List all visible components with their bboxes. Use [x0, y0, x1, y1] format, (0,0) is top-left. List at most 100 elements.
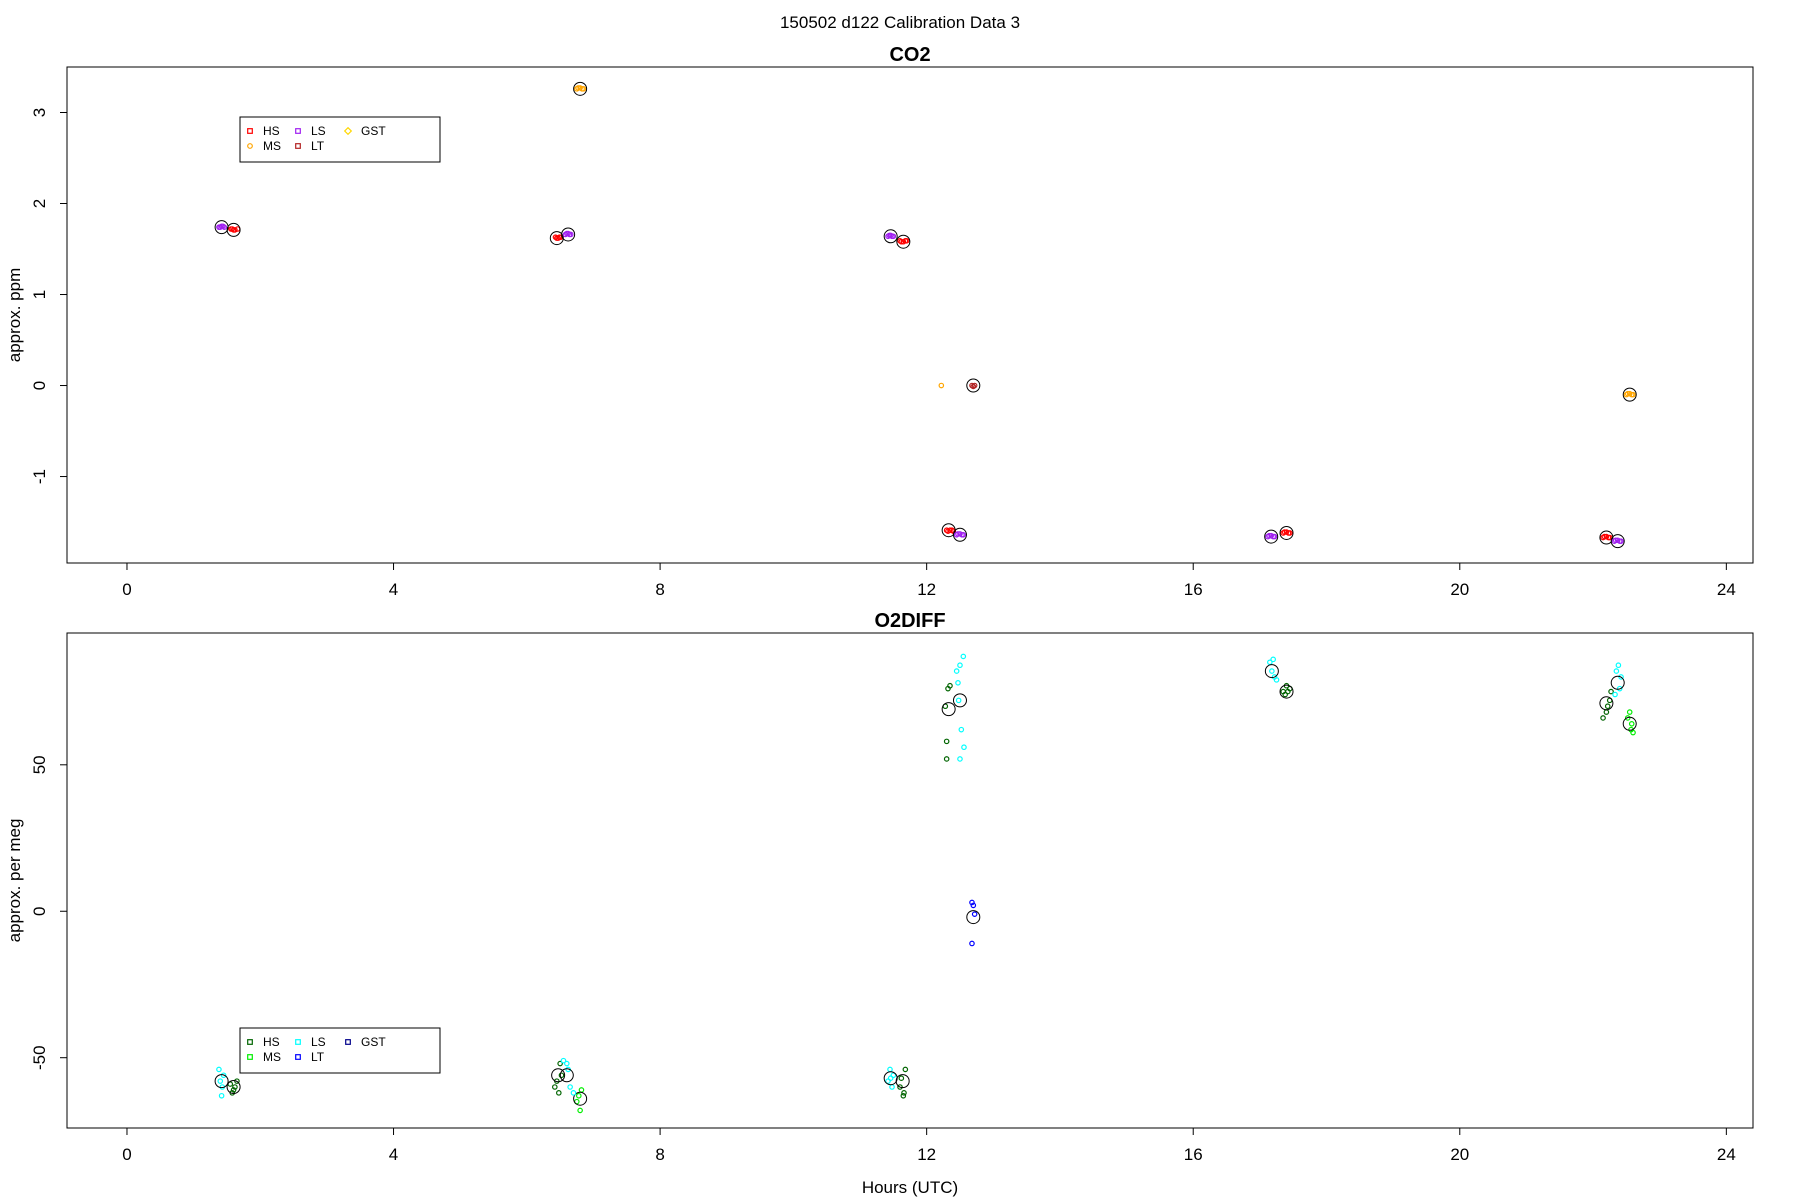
- o2diff-y-axis-title: approx. per meg: [5, 819, 24, 943]
- o2diff-legend-marker-gst: [345, 1039, 351, 1045]
- o2diff-point: [1616, 685, 1623, 692]
- co2-point: [1616, 538, 1623, 544]
- o2diff-point: [961, 744, 967, 751]
- co2-point: [554, 235, 560, 241]
- o2diff-point: [902, 1066, 909, 1073]
- o2diff-legend-label-gst: GST: [361, 1035, 386, 1049]
- co2-point: [1285, 530, 1292, 536]
- co2-x-tick-label: 24: [1717, 580, 1736, 599]
- o2diff-point: [901, 1090, 907, 1096]
- co2-x-tick-label: 12: [917, 580, 936, 599]
- o2diff-legend-label-ms: MS: [263, 1050, 281, 1064]
- o2diff-series-hs: [226, 682, 1614, 1099]
- o2diff-mean-circle: [941, 702, 956, 717]
- o2diff-point: [887, 1066, 893, 1073]
- o2diff-point: [1269, 668, 1275, 674]
- o2diff-point: [1624, 715, 1631, 721]
- co2-x-tick-label: 16: [1184, 580, 1203, 599]
- o2diff-point: [1612, 691, 1618, 698]
- co2-point: [230, 227, 237, 233]
- o2diff-mean-circle: [559, 1068, 574, 1083]
- co2-x-tick-label: 8: [655, 580, 664, 599]
- o2diff-mean-circle: [883, 1071, 898, 1086]
- o2diff-series-ls: [214, 653, 1625, 1099]
- co2-point: [959, 531, 965, 538]
- o2diff-legend-marker-hs: [247, 1039, 253, 1045]
- o2diff-mean-circle: [551, 1068, 566, 1083]
- co2-mean-circle: [214, 220, 229, 235]
- co2-point: [579, 86, 585, 92]
- o2diff-mean-circle: [573, 1091, 588, 1106]
- co2-mean-circle: [1279, 525, 1294, 540]
- o2diff-point: [217, 1078, 224, 1084]
- o2diff-x-tick-label: 16: [1184, 1145, 1203, 1164]
- co2-mean-circle: [896, 234, 911, 249]
- o2diff-mean-circle: [966, 910, 981, 925]
- o2diff-point: [889, 1084, 895, 1090]
- co2-series-ls: [214, 220, 1625, 549]
- o2diff-point: [570, 1090, 577, 1096]
- o2diff-point: [232, 1084, 238, 1090]
- o2diff-point: [556, 1090, 562, 1096]
- o2diff-point: [230, 1087, 237, 1093]
- co2-x-tick-label: 0: [122, 580, 131, 599]
- o2diff-y-tick-label: -50: [30, 1045, 49, 1070]
- co2-title: CO2: [889, 44, 930, 66]
- co2-mean-circle: [1622, 387, 1637, 402]
- o2diff-legend-marker-ls: [295, 1039, 301, 1045]
- o2diff-x-tick-label: 8: [655, 1145, 664, 1164]
- co2-y-tick-label: -1: [30, 469, 49, 484]
- co2-legend-label-ms: MS: [263, 139, 281, 153]
- o2diff-point: [900, 1092, 907, 1099]
- o2diff-point: [969, 940, 975, 947]
- o2diff-mean-circle: [1264, 664, 1279, 679]
- co2-x-tick-label: 4: [389, 580, 398, 599]
- o2diff-x-tick-label: 24: [1717, 1145, 1736, 1164]
- o2diff-point: [552, 1084, 558, 1090]
- o2diff-point: [1603, 709, 1610, 715]
- o2diff-series-ms: [573, 709, 1637, 1114]
- co2-series-ms: [573, 81, 1637, 402]
- o2diff-legend-label-hs: HS: [263, 1035, 280, 1049]
- co2-legend-marker-lt: [295, 143, 301, 149]
- co2-series-lt: [966, 378, 981, 393]
- co2-mean-circle: [1264, 529, 1279, 544]
- co2-point: [217, 224, 224, 230]
- co2-legend-marker-hs: [247, 128, 253, 134]
- co2-point: [938, 382, 945, 389]
- figure-title: 150502 d122 Calibration Data 3: [780, 13, 1020, 32]
- o2diff-point: [955, 697, 962, 704]
- co2-legend-label-lt: LT: [311, 139, 325, 153]
- co2-mean-circle: [883, 229, 898, 244]
- o2diff-point: [1270, 656, 1276, 663]
- o2diff-point: [1618, 674, 1624, 680]
- o2diff-point: [218, 1092, 225, 1099]
- o2diff-point: [1271, 674, 1278, 680]
- co2-point: [1605, 534, 1612, 541]
- o2diff-point: [953, 668, 960, 674]
- co2-legend-label-ls: LS: [311, 124, 326, 138]
- o2diff-point: [575, 1092, 582, 1099]
- o2diff-point: [564, 1060, 570, 1067]
- o2diff-point: [971, 911, 978, 917]
- o2diff-point: [234, 1078, 240, 1084]
- co2-point: [886, 232, 893, 239]
- o2diff-point: [887, 1075, 894, 1082]
- o2diff-point: [1604, 703, 1611, 710]
- o2diff-point: [957, 756, 963, 762]
- co2-point: [228, 226, 234, 232]
- o2diff-legend-label-lt: LT: [311, 1050, 325, 1064]
- o2diff-point: [945, 685, 951, 692]
- co2-x-tick-label: 20: [1450, 580, 1469, 599]
- co2-point: [902, 238, 909, 244]
- co2-y-tick-label: 1: [30, 290, 49, 299]
- o2diff-x-tick-label: 4: [389, 1145, 398, 1164]
- co2-point: [889, 233, 895, 240]
- o2diff-legend-label-ls: LS: [311, 1035, 326, 1049]
- co2-y-tick-label: 0: [30, 381, 49, 390]
- o2diff-point: [558, 1072, 565, 1079]
- o2diff-point: [970, 902, 977, 909]
